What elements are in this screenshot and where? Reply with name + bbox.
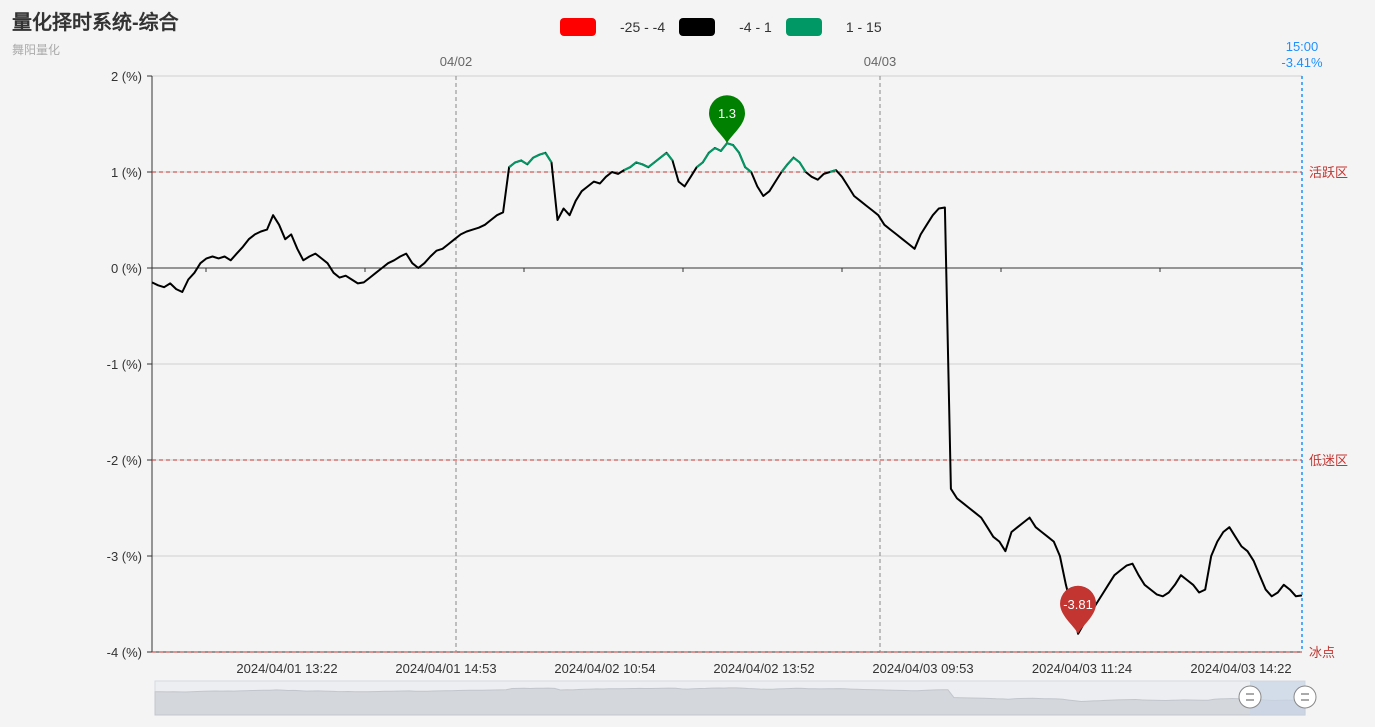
series-segment-high	[738, 152, 747, 168]
series-segment-high	[798, 161, 807, 173]
min-pin-shape	[1060, 585, 1097, 634]
x-tick-label: 2024/04/01 14:53	[395, 661, 496, 676]
legend-label-green: 1 - 15	[845, 19, 882, 35]
series-segment-high	[732, 144, 740, 154]
y-tick-label: -1 (%)	[107, 357, 142, 372]
x-tick-label: 2024/04/03 11:24	[1032, 661, 1132, 676]
max-pin-label: 1.3	[718, 106, 736, 121]
series-segment-high	[701, 152, 710, 163]
y-tick-label: -3 (%)	[107, 549, 142, 564]
series-segment-high	[520, 159, 528, 166]
series-segment-high	[532, 153, 540, 159]
series-segment-high	[780, 163, 789, 173]
x-tick-label: 2024/04/02 13:52	[713, 661, 814, 676]
series-segment-high	[635, 161, 643, 166]
zone-label: 低迷区	[1309, 453, 1348, 468]
cursor-value-label: -3.41%	[1281, 55, 1323, 70]
x-tick-label: 2024/04/03 14:22	[1190, 661, 1291, 676]
x-tick-label: 2024/04/03 09:53	[872, 661, 973, 676]
series-segment-high	[544, 152, 553, 163]
max-pin: 1.3	[709, 95, 745, 144]
day-marker-label: 04/03	[864, 54, 897, 69]
legend-swatch-green	[785, 18, 822, 36]
min-pin: -3.81	[1060, 585, 1097, 634]
zone-label: 冰点	[1309, 645, 1335, 660]
series-segment-high	[659, 152, 668, 159]
legend-item-black[interactable]: -4 - 1	[679, 18, 774, 36]
series-segment-high	[653, 156, 662, 164]
legend: -25 - -4 -4 - 1 1 - 15	[560, 18, 896, 36]
zoom-slider-preview	[154, 687, 1306, 716]
series-segment-high	[539, 151, 546, 156]
legend-item-green[interactable]: 1 - 15	[785, 18, 884, 36]
series-segment-high	[629, 161, 637, 168]
series-segment-high	[641, 163, 649, 169]
cursor-time-label: 15:00	[1286, 39, 1319, 54]
series-segment-high	[744, 166, 752, 173]
legend-label-black: -4 - 1	[739, 19, 772, 35]
y-tick-label: -2 (%)	[107, 453, 142, 468]
series-segment-high	[726, 142, 734, 147]
min-pin-label: -3.81	[1063, 597, 1093, 612]
y-tick-label: 1 (%)	[111, 165, 142, 180]
series-segment-high	[720, 142, 728, 152]
day-marker-label: 04/02	[440, 54, 473, 69]
legend-swatch-black	[679, 18, 716, 36]
legend-swatch-red	[560, 18, 596, 36]
series-line	[151, 142, 1303, 635]
x-tick-label: 2024/04/01 13:22	[236, 661, 337, 676]
series-segment-high	[786, 156, 795, 165]
x-tick-label: 2024/04/02 10:54	[554, 661, 655, 676]
series-segment-high	[526, 156, 535, 165]
y-tick-label: -4 (%)	[107, 645, 142, 660]
series-segment-high	[514, 159, 522, 164]
series-segment-high	[508, 161, 516, 168]
y-tick-label: 0 (%)	[111, 261, 142, 276]
series-segment-high	[714, 147, 722, 152]
series-segment-high	[829, 169, 837, 173]
series-segment-high	[792, 156, 801, 164]
legend-label-red: -25 - -4	[620, 19, 666, 35]
zoom-handle-left[interactable]	[1238, 685, 1262, 709]
chart-title: 量化择时系统-综合	[12, 12, 179, 34]
series-segment-high	[696, 161, 704, 168]
series-segment-high	[665, 152, 674, 162]
chart-subtitle: 舞阳量化	[12, 43, 61, 57]
y-tick-label: 2 (%)	[111, 69, 142, 84]
max-pin-shape	[709, 95, 745, 144]
series-segment-high	[708, 147, 716, 154]
zone-label: 活跃区	[1309, 165, 1348, 180]
legend-item-red[interactable]: -25 - -4	[560, 18, 667, 36]
series-segment-high	[623, 166, 631, 171]
series-segment-high	[647, 161, 655, 168]
zoom-handle-right[interactable]	[1293, 685, 1317, 709]
